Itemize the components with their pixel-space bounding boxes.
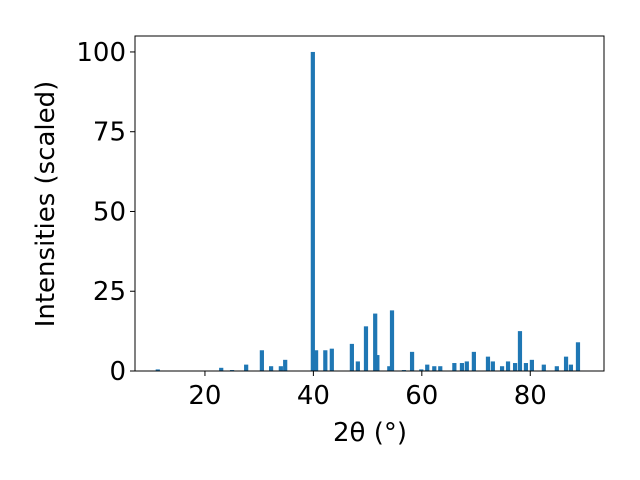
bar <box>373 313 378 371</box>
bar <box>464 361 469 371</box>
bar <box>219 367 224 371</box>
x-tick-label: 20 <box>188 381 221 411</box>
bar <box>438 366 443 371</box>
bar <box>323 350 328 371</box>
y-tick-label: 25 <box>93 277 126 307</box>
y-tick-label: 100 <box>76 38 126 68</box>
bar <box>278 366 283 371</box>
bar <box>554 366 559 371</box>
bar <box>499 366 505 371</box>
bar <box>355 361 360 371</box>
bar <box>419 369 424 371</box>
bar <box>387 366 392 371</box>
bar <box>329 348 334 371</box>
bar <box>512 363 518 371</box>
x-tick-label: 60 <box>405 381 438 411</box>
bar <box>375 355 380 371</box>
x-tick-label: 80 <box>514 381 547 411</box>
bar <box>541 364 546 371</box>
x-tick-label: 40 <box>297 381 330 411</box>
bar <box>244 364 249 371</box>
bar <box>425 364 430 371</box>
y-tick-label: 50 <box>93 197 126 227</box>
bar <box>523 363 529 371</box>
bar <box>155 369 160 371</box>
y-tick-label: 0 <box>109 357 126 387</box>
bar <box>459 363 465 371</box>
bar <box>490 361 495 371</box>
bar <box>283 359 288 371</box>
bar <box>363 326 369 371</box>
bar <box>568 364 574 371</box>
bar <box>505 361 511 371</box>
bar <box>563 356 569 371</box>
bar <box>313 350 319 371</box>
bar <box>268 366 274 371</box>
bar <box>259 350 264 371</box>
plot-frame <box>134 35 605 372</box>
bar <box>517 331 523 371</box>
bar <box>471 351 476 371</box>
bar <box>529 359 534 371</box>
bar <box>452 363 457 371</box>
bar <box>575 342 581 371</box>
y-tick-label: 75 <box>93 118 126 148</box>
x-axis-label: 2θ (°) <box>333 418 407 448</box>
bar <box>485 356 491 371</box>
y-axis-label: Intensities (scaled) <box>31 81 61 328</box>
bar <box>349 343 354 371</box>
bar <box>389 310 395 371</box>
bar <box>409 351 415 371</box>
bar <box>310 51 315 371</box>
bar <box>432 366 437 371</box>
